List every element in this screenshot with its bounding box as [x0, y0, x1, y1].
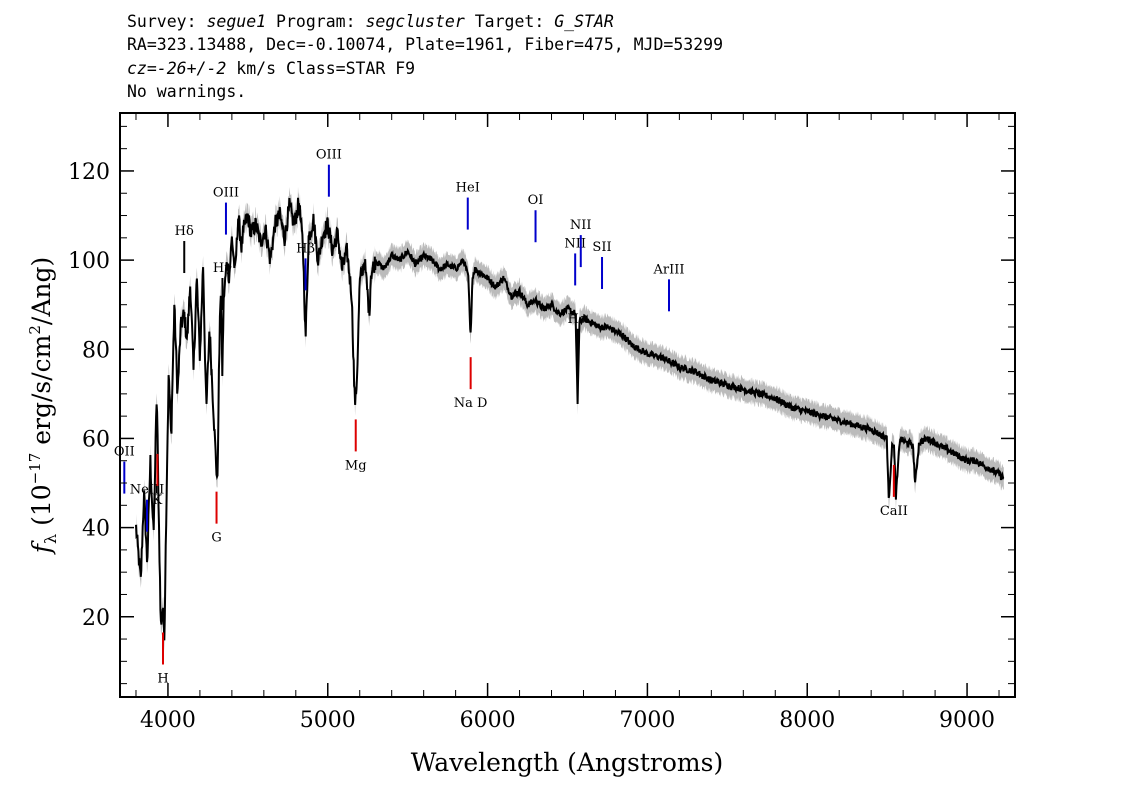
x-tick-label: 8000 — [779, 708, 835, 733]
line-marker-label: Hα — [568, 312, 588, 327]
x-tick-label: 4000 — [140, 708, 196, 733]
line-marker-label: CaII — [880, 504, 908, 519]
flux-series-line — [135, 197, 1005, 641]
line-marker-label: OIII — [213, 186, 239, 201]
line-marker-label: G — [211, 531, 221, 546]
target-label: Target: — [474, 12, 545, 31]
x-tick-label: 5000 — [300, 708, 356, 733]
line-marker-label: Hδ — [175, 224, 194, 239]
x-tick-label: 6000 — [460, 708, 516, 733]
line-marker-label: OIII — [316, 148, 342, 163]
x-tick-label: 7000 — [619, 708, 675, 733]
error-band — [136, 186, 1004, 652]
line-marker-label: OI — [528, 193, 544, 208]
line-marker-label: NII — [570, 218, 592, 233]
header-line-1: Survey: segue1 Program: segcluster Targe… — [127, 10, 723, 33]
flux-error-band — [136, 186, 1004, 652]
y-tick-label: 120 — [68, 160, 110, 185]
line-marker-label: NII — [564, 236, 586, 251]
line-marker-label: OII — [114, 445, 135, 460]
y-tick-label: 60 — [82, 427, 110, 452]
line-marker-label: HeI — [456, 181, 480, 196]
target-value: G_STAR — [554, 12, 614, 31]
cz-value: =-26+/-2 — [146, 58, 227, 78]
program-value: segcluster — [365, 12, 465, 31]
series-layer — [135, 197, 1005, 641]
y-axis-title: fλ (10−17 erg/s/cm2/Ang) — [26, 257, 60, 556]
y-tick-label: 80 — [82, 338, 110, 363]
header-line-4: No warnings. — [127, 82, 247, 102]
line-marker-label: Hβ — [296, 241, 315, 256]
line-marker-layer: NeIIIHδHγOIIIHβOIIIHeIOINIIHαNIISIIArIII… — [114, 148, 908, 687]
line-marker-label: Mg — [345, 458, 367, 473]
program-label: Program: — [276, 12, 356, 31]
line-marker-label: K — [153, 493, 163, 508]
y-tick-label: 40 — [82, 517, 110, 542]
x-tick-label: 9000 — [939, 708, 995, 733]
x-axis-title: Wavelength (Angstroms) — [411, 748, 723, 777]
line-marker-label: ArIII — [652, 262, 684, 277]
line-marker-label: SII — [592, 240, 611, 255]
cz-units-class: km/s Class=STAR F9 — [236, 58, 416, 78]
tick-layer: 4000 5000 6000 7000 8000 9000 20 40 60 80 100 120 — [68, 113, 1015, 733]
plot-frame — [119, 112, 1016, 698]
y-tick-label: 20 — [82, 606, 110, 631]
line-marker-label: Hγ — [213, 261, 232, 276]
survey-value: segue1 — [206, 12, 267, 31]
header-line-2: RA=323.13488, Dec=-0.10074, Plate=1961, … — [127, 35, 724, 55]
cz-label: cz — [127, 58, 147, 78]
spectrum-header: Survey: segue1 Program: segcluster Targe… — [127, 10, 723, 104]
line-marker-label: H — [157, 672, 168, 687]
y-tick-label: 100 — [68, 249, 110, 274]
survey-label: Survey: — [127, 12, 197, 31]
line-marker-label: Na D — [454, 396, 488, 411]
header-line-3: cz=-26+/-2 km/s Class=STAR F9 — [127, 57, 723, 80]
line-marker-label: NeIII — [130, 483, 164, 498]
